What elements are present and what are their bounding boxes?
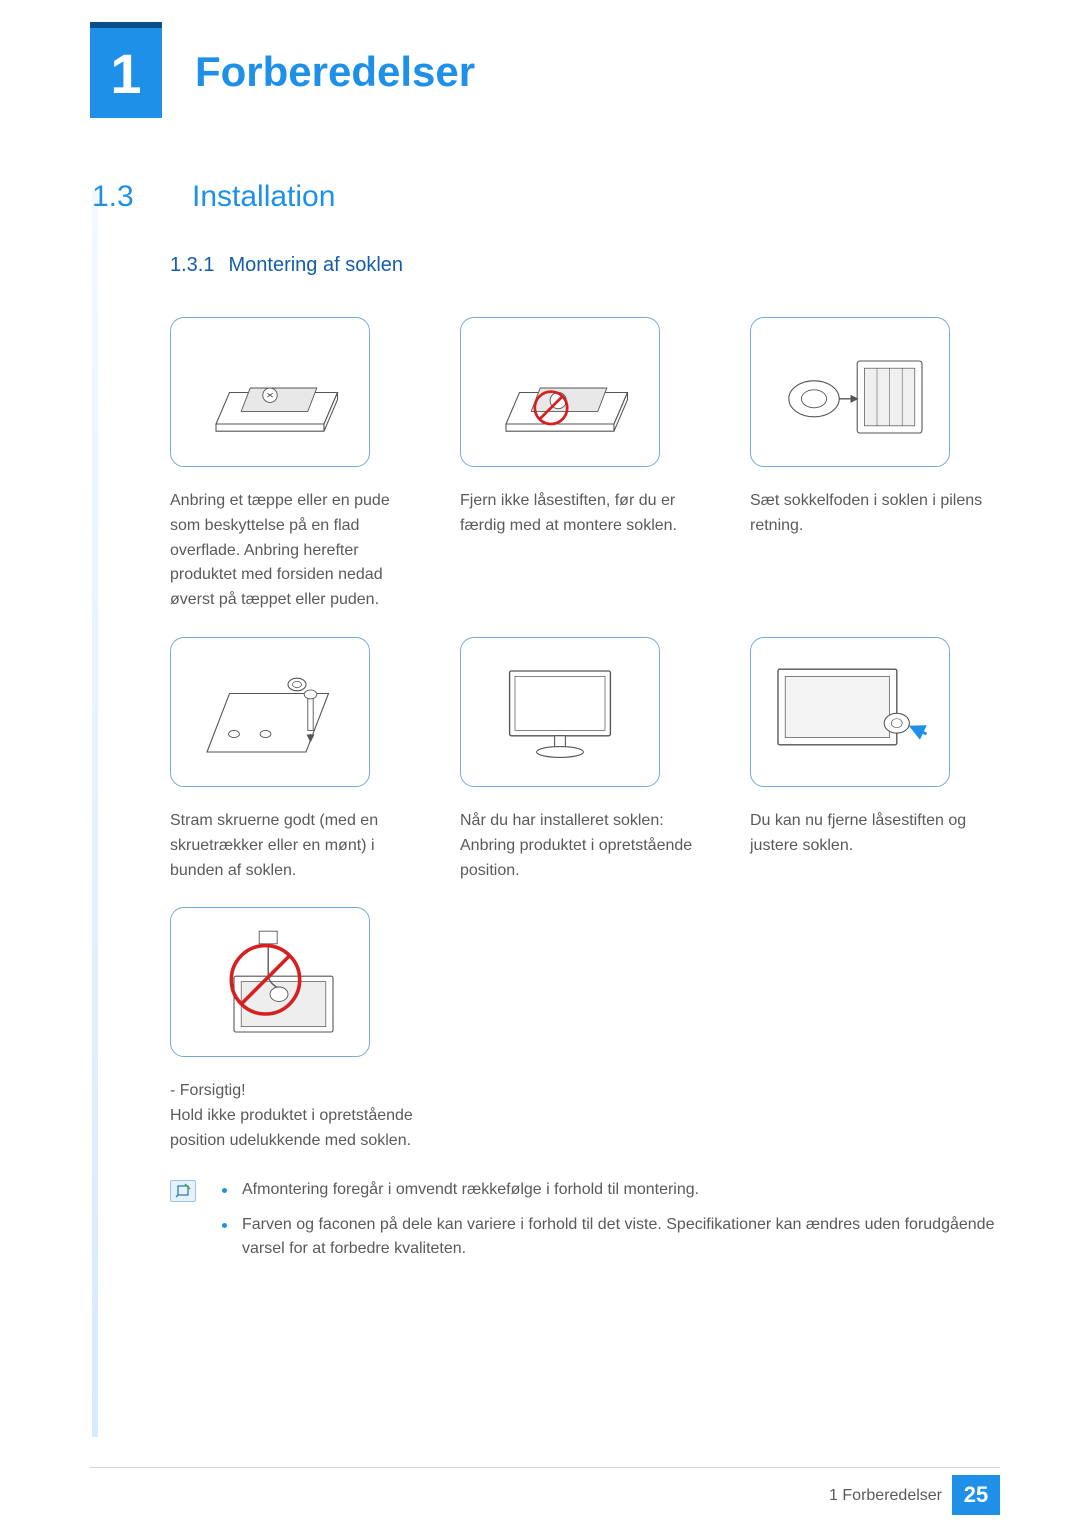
step-text: - Forsigtig! Hold ikke produktet i opret…: [170, 1079, 420, 1153]
step-text: Når du har installeret soklen: Anbring p…: [460, 809, 710, 883]
step-text: Stram skruerne godt (med en skruetrækker…: [170, 809, 420, 883]
notes-block: Afmontering foregår i omvendt rækkefølge…: [170, 1178, 1000, 1272]
note-list: Afmontering foregår i omvendt rækkefølge…: [210, 1178, 1000, 1272]
chapter-number-tab: 1: [90, 28, 162, 118]
step-text: Du kan nu fjerne låsestiften og justere …: [750, 809, 1000, 859]
step-text: Anbring et tæppe eller en pude som besky…: [170, 489, 420, 613]
step-cell: Stram skruerne godt (med en skruetrækker…: [170, 637, 420, 883]
section-number: 1.3: [92, 180, 162, 214]
chapter-number: 1: [110, 41, 141, 106]
note-item: Afmontering foregår i omvendt rækkefølge…: [210, 1178, 1000, 1203]
step-illustration: [460, 317, 660, 467]
subsection-number: 1.3.1: [170, 254, 214, 277]
page-footer: 1 Forberedelser 25: [0, 1467, 1080, 1527]
step-text: Fjern ikke låsestiften, før du er færdig…: [460, 489, 710, 539]
step-text: Sæt sokkelfoden i soklen i pilens retnin…: [750, 489, 1000, 539]
step-illustration: [750, 637, 950, 787]
footer-chapter-label: 1 Forberedelser: [829, 1487, 942, 1505]
subsection-heading: 1.3.1 Montering af soklen: [170, 254, 1000, 277]
page-number: 25: [952, 1475, 1000, 1515]
subsection-title: Montering af soklen: [228, 254, 403, 277]
footer-divider: [90, 1467, 1000, 1468]
step-cell: Sæt sokkelfoden i soklen i pilens retnin…: [750, 317, 1000, 613]
step-cell: Anbring et tæppe eller en pude som besky…: [170, 317, 420, 613]
step-cell: Du kan nu fjerne låsestiften og justere …: [750, 637, 1000, 883]
step-cell: - Forsigtig! Hold ikke produktet i opret…: [170, 907, 420, 1153]
section-title: Installation: [192, 180, 335, 214]
step-illustration: [170, 317, 370, 467]
step-illustration: [750, 317, 950, 467]
step-illustration: [170, 637, 370, 787]
step-illustration: [460, 637, 660, 787]
note-icon: [170, 1180, 196, 1202]
section-heading: 1.3 Installation: [92, 180, 1000, 214]
steps-grid: Anbring et tæppe eller en pude som besky…: [170, 317, 1000, 1154]
step-cell: Når du har installeret soklen: Anbring p…: [460, 637, 710, 883]
chapter-title: Forberedelser: [195, 48, 475, 96]
note-item: Farven og faconen på dele kan variere i …: [210, 1213, 1000, 1263]
step-cell: Fjern ikke låsestiften, før du er færdig…: [460, 317, 710, 613]
step-illustration: [170, 907, 370, 1057]
